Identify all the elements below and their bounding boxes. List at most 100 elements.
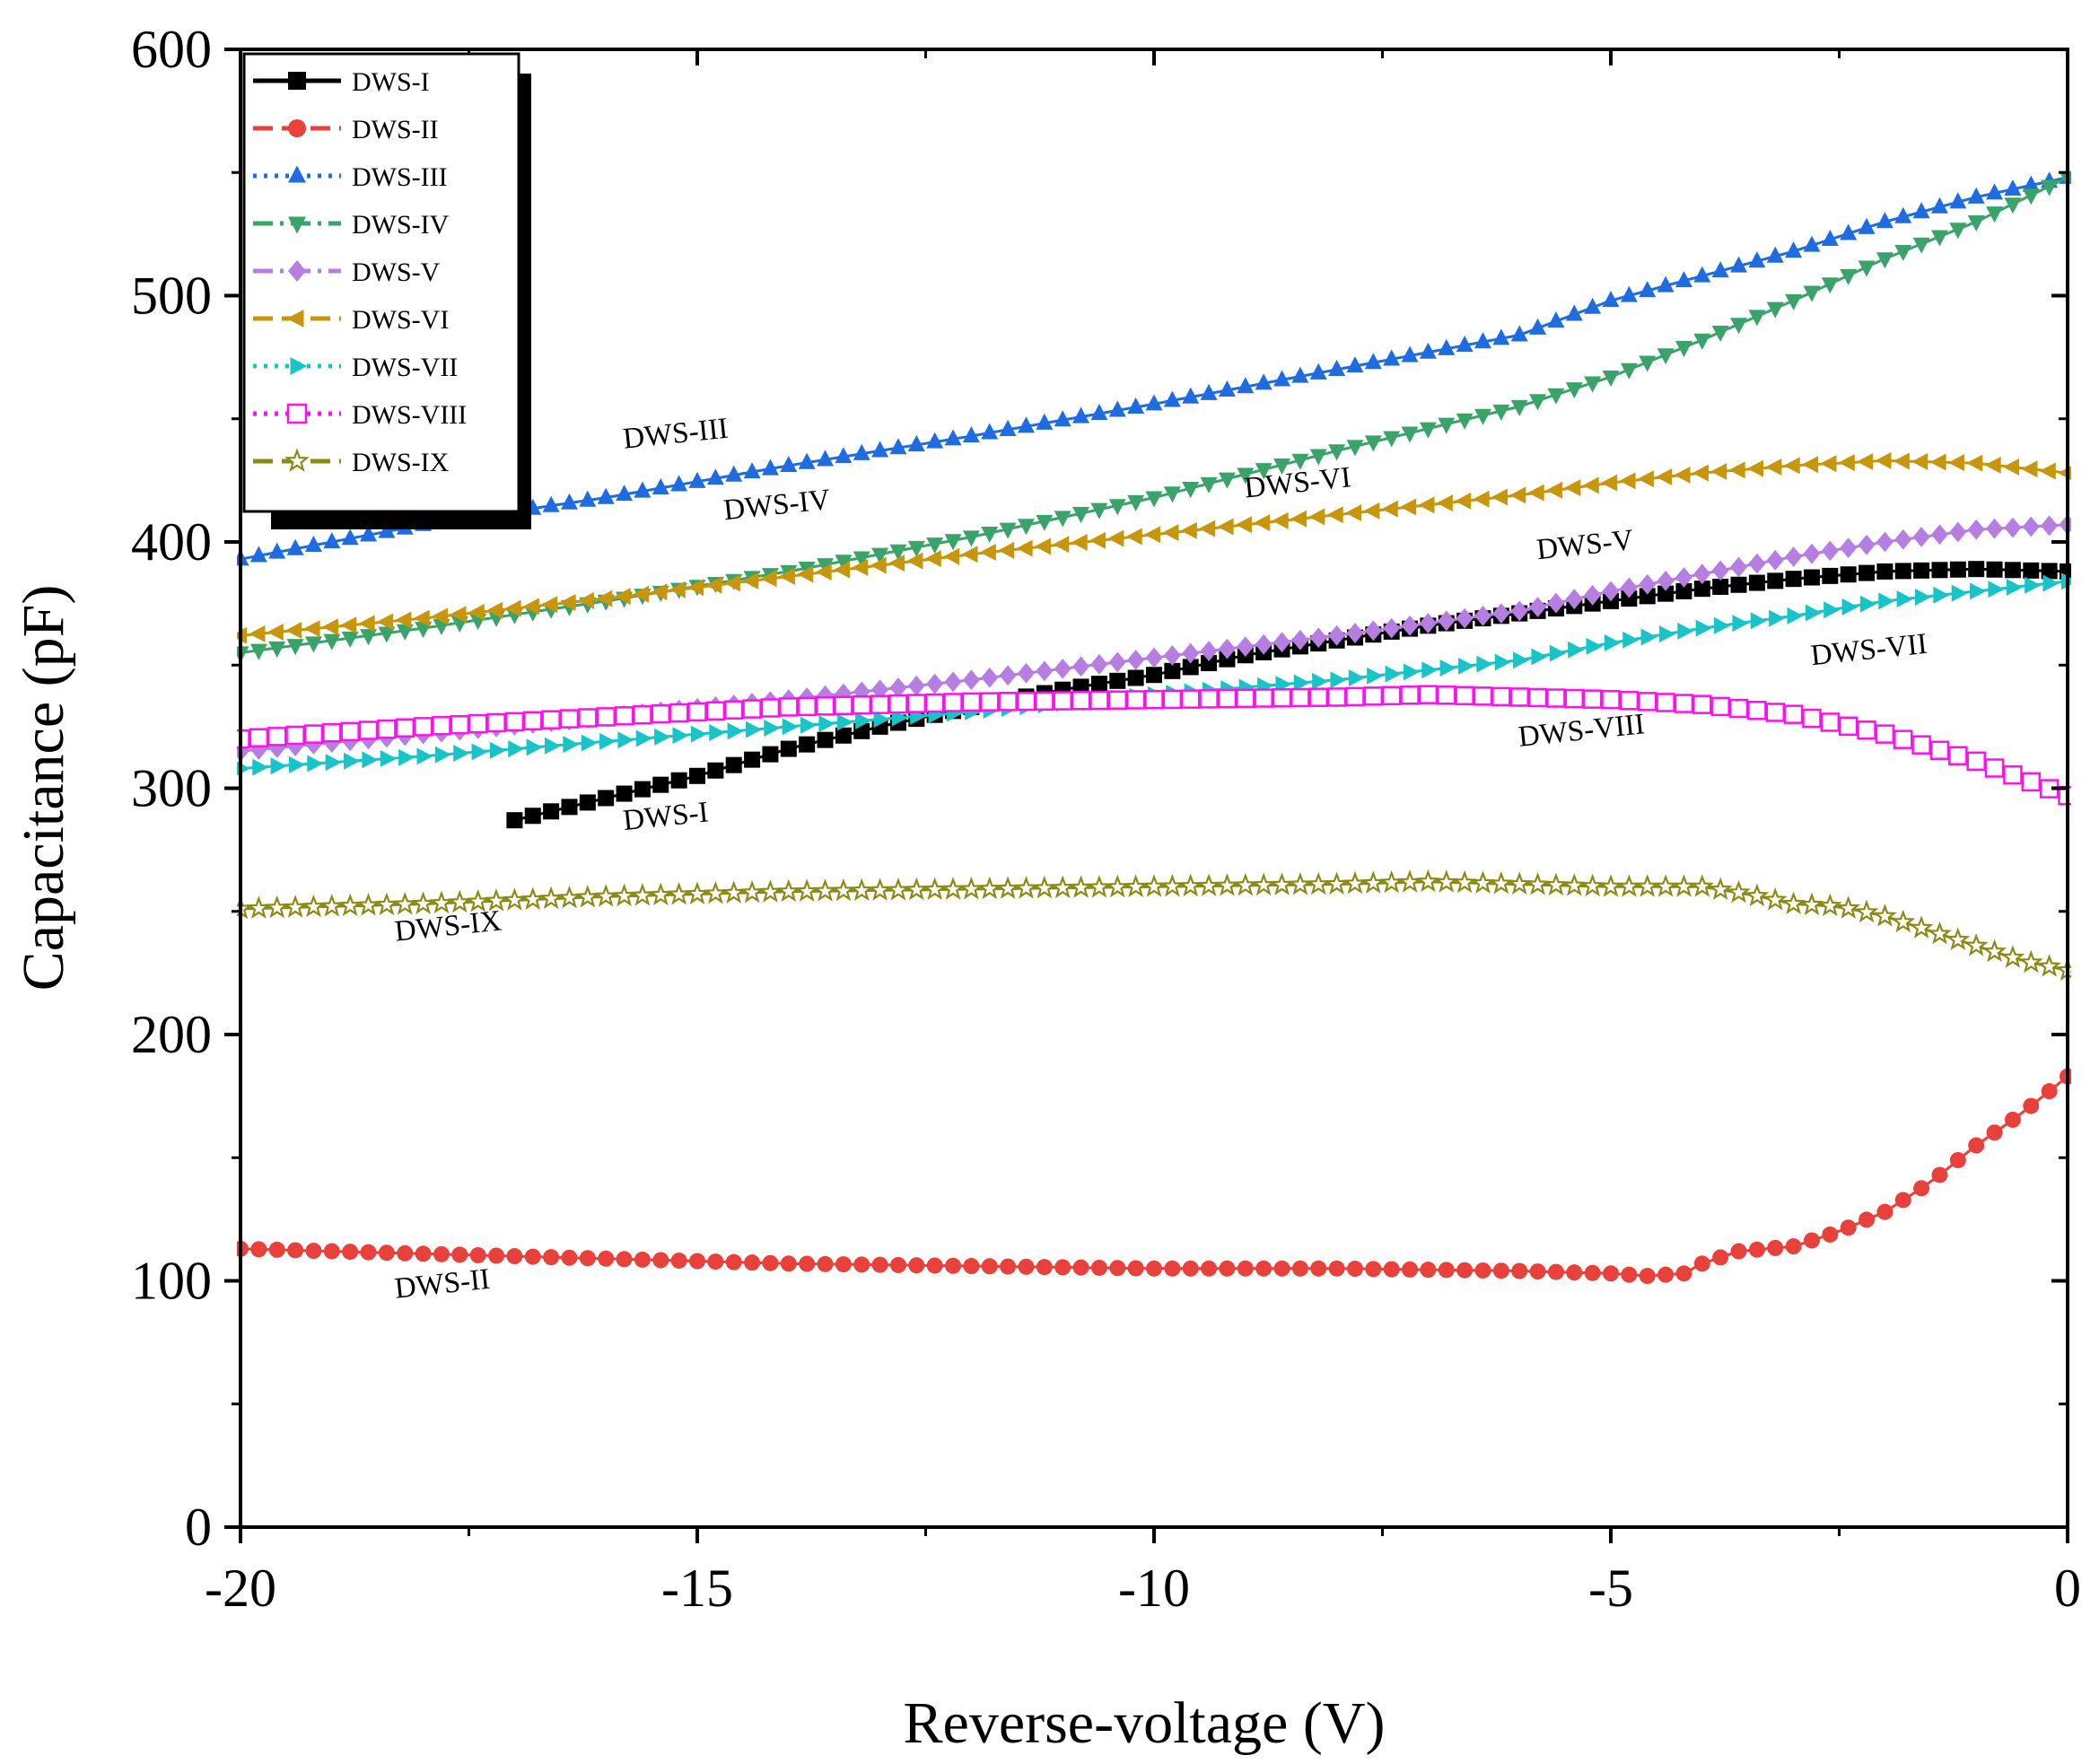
- data-point: [523, 711, 543, 731]
- data-point: [940, 877, 966, 900]
- data-point: [1822, 1226, 1839, 1243]
- data-point: [1364, 353, 1382, 370]
- legend-item: DWS-VI: [253, 305, 449, 335]
- data-point: [1182, 482, 1200, 499]
- data-point: [1312, 672, 1329, 690]
- data-point: [468, 713, 488, 734]
- data-point: [247, 895, 271, 919]
- data-point: [1821, 540, 1839, 562]
- data-point: [669, 581, 686, 598]
- data-point: [1273, 458, 1291, 476]
- data-point: [543, 803, 560, 820]
- data-point: [1069, 875, 1094, 898]
- data-point: [489, 741, 506, 759]
- data-point: [1617, 874, 1641, 897]
- data-point: [1513, 651, 1530, 669]
- data-point: [1710, 462, 1727, 480]
- data-point: [1602, 581, 1620, 602]
- data-point: [323, 532, 341, 549]
- data-point: [395, 611, 412, 629]
- data-point: [1803, 543, 1821, 564]
- data-point: [1929, 453, 1946, 471]
- data-point: [1986, 561, 2003, 578]
- data-point: [1255, 463, 1273, 480]
- data-point: [1328, 1260, 1345, 1277]
- data-point: [1527, 687, 1548, 708]
- data-point: [268, 1241, 285, 1258]
- legend-label: DWS-VIII: [352, 400, 467, 430]
- data-point: [1400, 498, 1417, 516]
- y-tick-label: 0: [185, 1498, 212, 1557]
- data-point: [593, 884, 618, 907]
- data-point: [598, 1250, 615, 1267]
- data-point: [1108, 499, 1126, 516]
- data-point: [1434, 869, 1459, 893]
- data-point: [1876, 1203, 1893, 1220]
- data-point: [1894, 1192, 1911, 1209]
- data-point: [270, 757, 287, 775]
- data-point: [1966, 751, 1986, 772]
- data-point: [1054, 658, 1071, 679]
- data-point: [471, 743, 488, 761]
- data-point: [1746, 459, 1764, 477]
- data-point: [835, 447, 853, 464]
- data-point: [1326, 506, 1343, 524]
- data-point: [1730, 576, 1747, 593]
- data-point: [634, 781, 651, 798]
- data-point: [764, 720, 781, 738]
- data-point: [1419, 613, 1437, 633]
- data-point: [524, 1248, 541, 1265]
- series-annotation: DWS-IV: [722, 484, 832, 527]
- data-point: [1032, 875, 1057, 899]
- data-point: [794, 878, 819, 902]
- data-point: [817, 558, 835, 575]
- data-point: [1233, 872, 1258, 896]
- data-point: [648, 882, 673, 906]
- data-point: [563, 736, 580, 754]
- data-point: [1913, 562, 1930, 579]
- data-point: [1984, 456, 2001, 474]
- data-point: [506, 1248, 523, 1265]
- data-point: [853, 1256, 870, 1273]
- data-point: [616, 485, 634, 502]
- data-point: [1621, 1266, 1638, 1283]
- data-point: [415, 1245, 432, 1262]
- data-point: [1325, 871, 1350, 895]
- data-point: [561, 1249, 578, 1266]
- data-point: [944, 429, 962, 446]
- data-point: [1730, 256, 1748, 273]
- data-point: [1125, 528, 1142, 546]
- data-point: [249, 643, 267, 660]
- data-point: [559, 709, 580, 729]
- data-point: [1747, 701, 1767, 720]
- legend-marker: [288, 119, 306, 137]
- data-point: [1602, 291, 1620, 308]
- data-point: [1383, 1261, 1400, 1278]
- data-point: [1438, 610, 1456, 632]
- data-point: [1619, 691, 1640, 711]
- data-point: [1690, 874, 1715, 897]
- x-tick-label: -20: [205, 1559, 276, 1618]
- data-point: [907, 434, 925, 451]
- data-point: [411, 891, 436, 914]
- data-point: [1218, 638, 1236, 659]
- data-point: [396, 624, 414, 641]
- data-point: [378, 626, 396, 643]
- data-point: [1891, 909, 1916, 933]
- data-point: [1931, 1166, 1948, 1183]
- data-point: [433, 1245, 450, 1262]
- data-point: [2022, 516, 2040, 537]
- data-point: [1328, 359, 1346, 376]
- data-point: [360, 1244, 377, 1261]
- data-point: [1401, 426, 1419, 443]
- data-point: [1568, 641, 1585, 659]
- series-dws-iii: [237, 167, 2071, 566]
- data-point: [835, 727, 852, 744]
- data-point: [1367, 667, 1384, 685]
- data-point: [1492, 603, 1510, 624]
- data-point: [1820, 455, 1837, 473]
- data-point: [1492, 404, 1510, 421]
- data-point: [722, 880, 747, 904]
- data-point: [1127, 650, 1145, 670]
- data-point: [1345, 686, 1365, 707]
